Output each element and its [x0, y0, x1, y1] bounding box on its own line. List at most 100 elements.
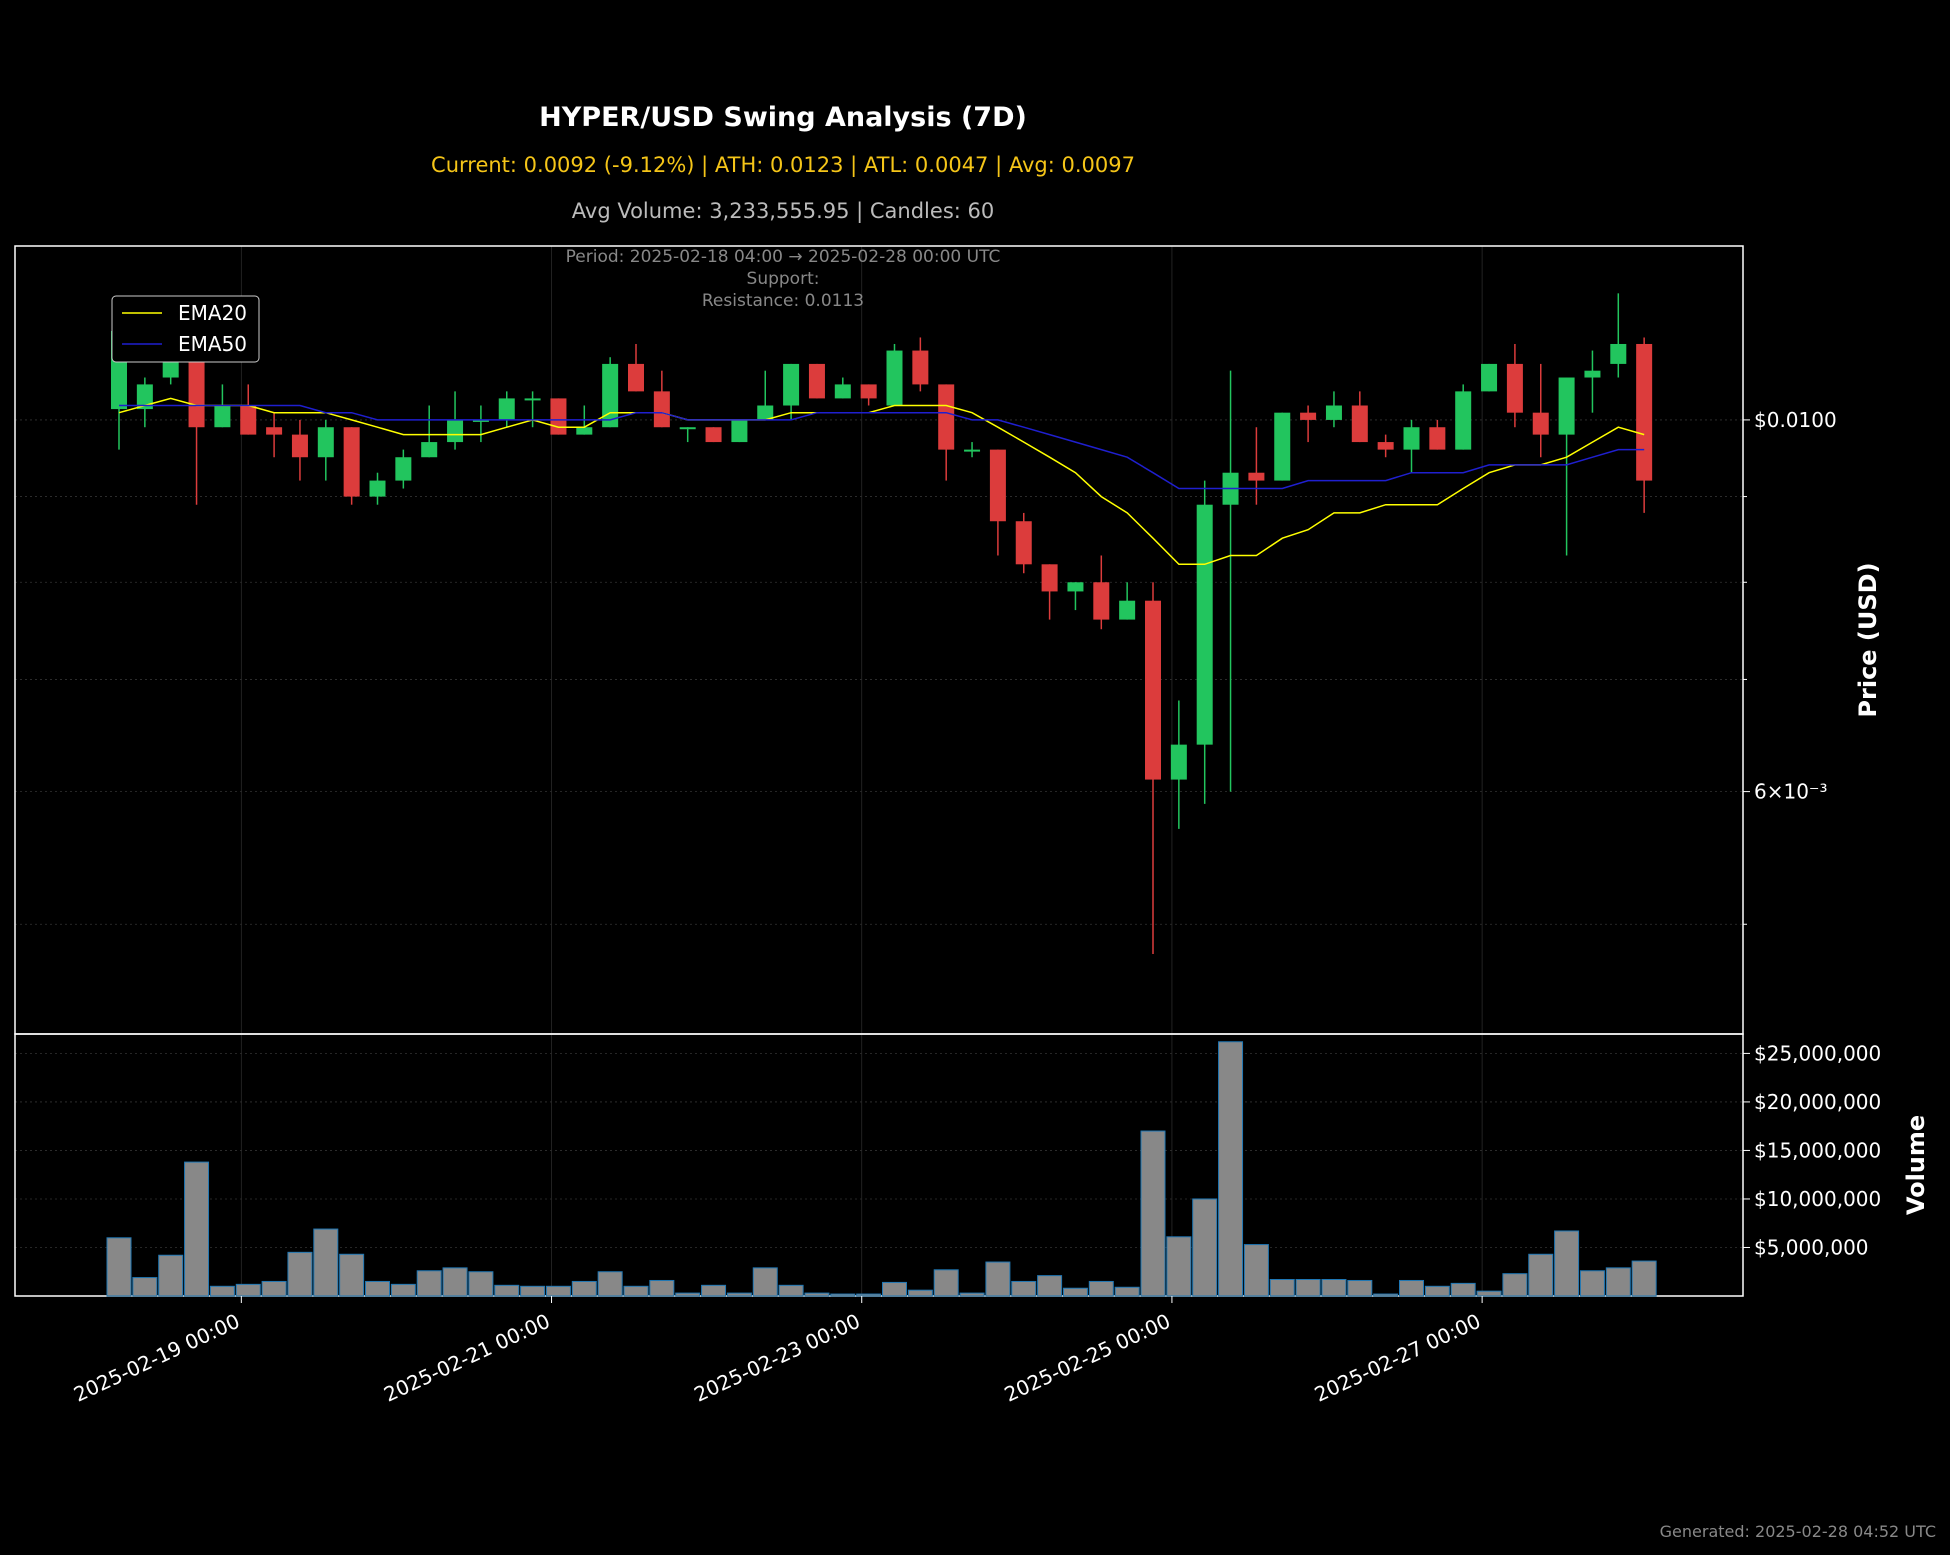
candle-body	[317, 427, 334, 458]
candle-body	[576, 427, 593, 435]
candle-body	[886, 350, 903, 406]
volume-line: Avg Volume: 3,233,555.95 | Candles: 60	[572, 199, 994, 224]
candle-body	[343, 427, 360, 497]
volume-grid	[15, 1053, 1743, 1248]
volume-bar	[1192, 1198, 1218, 1297]
candle-body	[291, 434, 308, 458]
x-tick-label: 2025-02-21 00:00	[380, 1309, 553, 1407]
volume-bar	[235, 1283, 261, 1297]
volume-bar	[1062, 1287, 1088, 1297]
generated-footer: Generated: 2025-02-28 04:52 UTC	[1660, 1522, 1936, 1541]
candle-body	[1248, 472, 1265, 481]
volume-bar	[468, 1271, 494, 1297]
volume-axis: $5,000,000 $10,000,000 $15,000,000 $20,000,…	[1743, 1041, 1881, 1259]
stats-line: Current: 0.0092 (-9.12%) | ATH: 0.0123 |…	[431, 153, 1135, 178]
volume-bar	[701, 1284, 727, 1297]
volume-bar	[752, 1267, 778, 1297]
volume-bar	[365, 1280, 390, 1297]
volume-bar	[726, 1292, 752, 1297]
volume-bar	[985, 1261, 1011, 1297]
candle-body	[1015, 521, 1032, 565]
volume-tick-label: $20,000,000	[1754, 1090, 1881, 1114]
candle-body	[395, 457, 412, 481]
volume-bar	[830, 1293, 856, 1297]
price-tick-label: 6×10⁻³	[1754, 780, 1828, 804]
candle-body	[1455, 391, 1472, 450]
volume-bar	[804, 1292, 830, 1297]
legend-ema50-label: EMA50	[178, 332, 247, 356]
candle-body	[1636, 343, 1653, 481]
volume-bar	[1011, 1280, 1037, 1297]
candle-body	[1558, 377, 1575, 435]
volume-bar	[106, 1237, 132, 1297]
volume-bar	[158, 1254, 184, 1297]
volume-bar	[1579, 1270, 1605, 1297]
volume-bar	[132, 1277, 158, 1297]
period-annotation: Period: 2025-02-18 04:00 → 2025-02-28 00…	[566, 247, 1001, 267]
resistance-annotation: Resistance: 0.0113	[702, 291, 864, 311]
x-tick-label: 2025-02-27 00:00	[1311, 1309, 1484, 1407]
price-axis: $0.0100 6×10⁻³	[1743, 408, 1837, 925]
volume-bar	[416, 1270, 442, 1297]
volume-tick-label: $5,000,000	[1754, 1235, 1869, 1259]
candle-body	[1532, 412, 1549, 435]
candle-body	[1429, 427, 1446, 450]
volume-bar	[1528, 1253, 1554, 1297]
candle-body	[1351, 405, 1368, 443]
candle-body	[447, 419, 464, 443]
volume-bar	[933, 1269, 959, 1297]
candle-body	[240, 405, 257, 435]
candle-body	[1170, 744, 1187, 780]
volume-tick-label: $10,000,000	[1754, 1187, 1881, 1211]
volume-bar	[959, 1292, 985, 1297]
candle-body	[783, 363, 800, 406]
volume-tick-label: $25,000,000	[1754, 1041, 1881, 1065]
volume-bar	[1037, 1275, 1063, 1297]
candle-body	[912, 350, 929, 385]
candle-body	[1196, 504, 1213, 745]
candle-body	[369, 480, 386, 497]
x-tick-label: 2025-02-25 00:00	[1001, 1309, 1174, 1407]
volume-bar	[882, 1281, 907, 1297]
volume-bar	[907, 1289, 933, 1297]
volume-bar	[1502, 1273, 1528, 1297]
volume-bar	[1243, 1244, 1269, 1297]
candle-body	[1584, 370, 1601, 378]
candle-body	[964, 449, 981, 452]
volume-bar	[1269, 1279, 1295, 1297]
volume-bar	[287, 1251, 313, 1297]
volume-axis-label: Volume	[1902, 1115, 1930, 1215]
volume-bar	[571, 1280, 597, 1297]
candle-body	[421, 442, 438, 458]
support-annotation: Support:	[747, 269, 820, 289]
candle-body	[1377, 442, 1394, 450]
candle-body	[472, 419, 489, 422]
legend: EMA20 EMA50	[111, 295, 260, 363]
volume-bar	[675, 1292, 701, 1297]
candle-body	[498, 398, 515, 420]
candle-body	[1610, 343, 1627, 364]
x-tick-label: 2025-02-19 00:00	[70, 1309, 243, 1407]
volume-bar	[494, 1284, 520, 1297]
candle-body	[1119, 600, 1136, 620]
candle-body	[1093, 582, 1110, 620]
candle-body	[1325, 405, 1342, 420]
volume-bar	[1450, 1282, 1476, 1297]
price-grid	[15, 419, 1743, 925]
candle-body	[938, 384, 955, 450]
x-grid	[240, 246, 1483, 1296]
candle-body	[731, 419, 748, 443]
candle-body	[808, 363, 825, 399]
volume-bar	[313, 1228, 339, 1297]
volume-tick-label: $15,000,000	[1754, 1138, 1881, 1162]
ema20-line	[118, 397, 1645, 566]
candle-body	[1274, 412, 1291, 481]
volume-bar	[339, 1253, 365, 1297]
volume-bar-series	[106, 1041, 1657, 1297]
chart-title: HYPER/USD Swing Analysis (7D)	[539, 102, 1027, 133]
candle-body	[628, 363, 644, 392]
volume-bar	[545, 1285, 571, 1297]
ema50-line	[119, 404, 1645, 490]
candle-body	[757, 405, 774, 420]
